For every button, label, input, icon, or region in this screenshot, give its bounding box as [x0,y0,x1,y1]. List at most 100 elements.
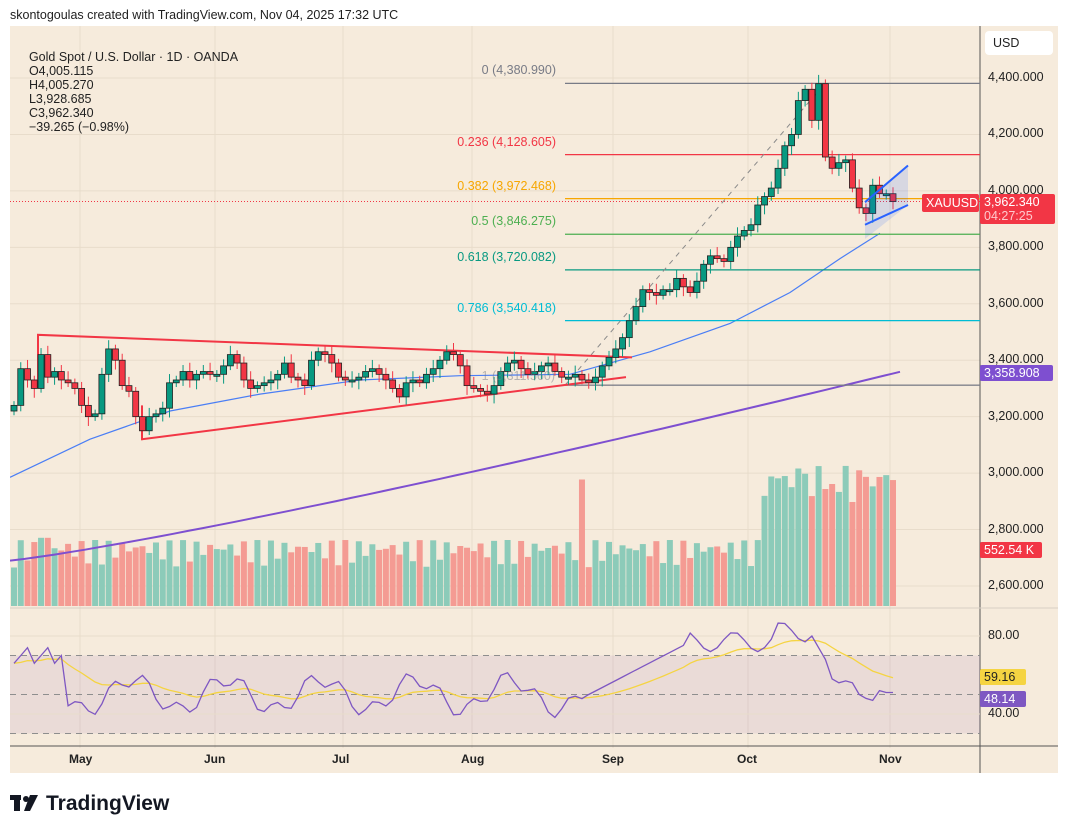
volume-bar [31,542,38,606]
rsi-ma-tag: 59.16 [980,669,1026,685]
volume-bar [795,468,802,606]
candle-body [592,376,599,384]
candle-body [781,145,789,169]
volume-bar [430,540,437,606]
last-price-tag: 3,962.340 04:27:25 [980,194,1055,224]
candle-body [443,351,451,361]
channel-fill [865,165,908,239]
candle-body [740,229,748,237]
volume-bar [335,565,342,606]
volume-bar [139,546,146,606]
candle-body [287,362,295,378]
candle-body [78,388,86,406]
price-tick: 3,400.000 [988,352,1044,367]
price-tick: 3,200.000 [988,408,1044,423]
volume-bar [78,541,85,606]
candle-body [166,382,173,409]
volume-bar [633,550,640,606]
candle-body [118,359,126,387]
volume-bar [491,540,498,606]
volume-bar [862,476,869,606]
volume-bar [720,552,727,606]
volume-bar [17,540,24,606]
candle-body [213,373,221,377]
candle-body [172,379,180,384]
fib-level-label: 0.618 (3,720.082) [457,249,556,264]
candle-body [362,371,370,378]
price-tick: 3,600.000 [988,295,1044,310]
candle-body [801,88,809,101]
candle-body [321,351,329,355]
volume-bar [457,546,464,606]
symbol-legend: Gold Spot / U.S. Dollar · 1D · OANDA O4,… [22,36,244,134]
last-price-value: 3,962.340 [984,195,1040,209]
volume-bar [714,546,721,606]
time-tick: Oct [737,752,758,766]
fib-level-label: 0.382 (3,972.468) [457,178,556,193]
candle-body [98,373,106,415]
volume-bar [842,465,849,606]
volume-bar [639,544,646,606]
volume-bar [362,555,369,606]
candle-body [37,354,45,389]
time-tick: May [69,752,93,766]
candle-body [159,407,167,415]
rsi-tick: 80.00 [988,628,1020,642]
candle-body [524,368,532,375]
volume-bar [301,546,308,606]
volume-bar [538,550,545,606]
fib-level-label: 0.236 (4,128.605) [457,134,556,149]
volume-bar [267,540,274,606]
volume-bar [545,547,552,606]
volume-bar [680,540,687,606]
volume-bar [261,565,268,606]
volume-bar [220,549,227,606]
candle-body [423,373,430,384]
candle-body [761,196,768,206]
candle-body [84,404,92,418]
volume-bar [315,542,322,606]
channel-upper-line [864,164,909,203]
symbol-tag: XAUUSD [922,194,979,212]
fib-trend-line [564,83,826,386]
tradingview-logo[interactable]: TradingView [10,792,169,816]
chart-frame[interactable] [10,26,1058,773]
candle-body [490,385,498,395]
volume-bar [24,560,31,606]
candle-body [389,379,397,389]
volume-bar [815,466,822,606]
candle-body [247,379,255,389]
price-tick: 4,000.000 [988,182,1044,197]
volume-tag: 552.54 K [980,542,1042,558]
time-tick: Aug [461,752,485,766]
volume-bar [450,553,457,606]
volume-bar [788,487,795,606]
candle-body [632,306,640,322]
candle-body [693,280,701,293]
volume-bar [200,554,207,606]
volume-bar [890,480,896,606]
volume-bar [207,544,214,606]
candle-body [598,365,606,378]
volume-bar [288,552,295,606]
currency-button[interactable]: USD [985,31,1053,55]
volume-bar [768,476,775,606]
fib-level-label: 0.5 (3,846.275) [471,214,556,229]
volume-bar [180,540,187,606]
candle-body [767,187,775,197]
volume-bar [355,541,362,606]
time-tick: Nov [879,752,902,766]
chart-canvas[interactable] [10,26,1058,773]
volume-bar [234,555,241,606]
candle-body [483,390,491,395]
volume-bar [51,548,58,606]
candle-body [335,362,342,378]
candle-body [91,413,99,418]
candle-body [186,371,194,381]
ma200-tag: 3,358.908 [980,365,1053,381]
candle-body [510,359,518,364]
legend-symbol[interactable]: Gold Spot / U.S. Dollar · 1D · OANDA [28,50,239,64]
candle-body [679,277,687,288]
candle-body [544,362,552,367]
candle-body [788,134,795,147]
